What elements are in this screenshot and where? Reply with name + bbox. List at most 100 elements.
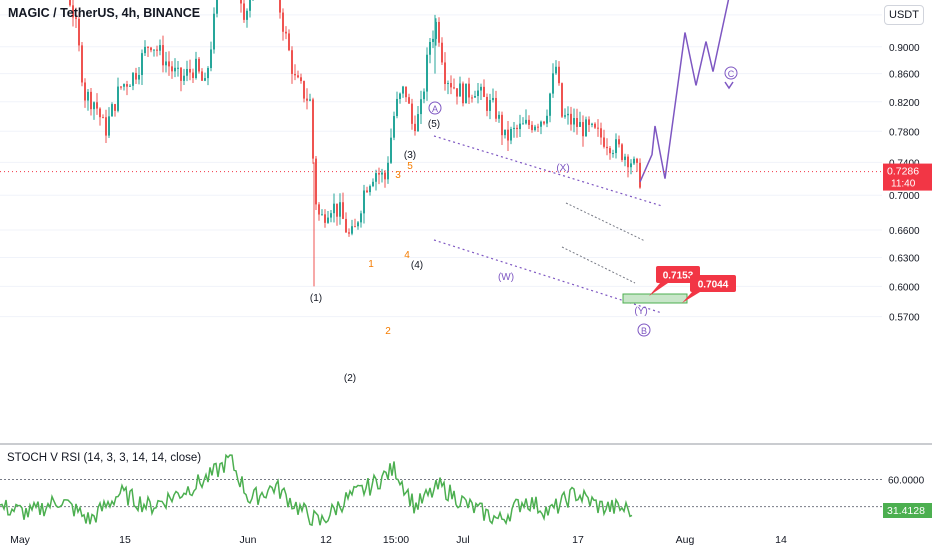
candle-body [582, 122, 584, 137]
x-tick-label: Jul [456, 534, 469, 546]
candle-body [390, 137, 392, 163]
candle-body [309, 99, 311, 101]
wave-label-minor: 1 [368, 259, 374, 270]
candle-body [78, 18, 80, 46]
wave-label-impulse: (3) [404, 150, 416, 161]
callout-0.7153: 0.7153 [663, 271, 694, 282]
candle-body [441, 42, 443, 63]
candle-body [114, 104, 116, 111]
x-tick-label: 15:00 [383, 534, 409, 546]
candle-body [561, 83, 563, 117]
candle-body [402, 86, 404, 94]
inner-channel-lower [561, 246, 636, 284]
candle-body [294, 73, 296, 76]
candle-body [366, 190, 368, 193]
candle-body [330, 213, 332, 218]
candle-body [297, 75, 299, 78]
candle-body [519, 123, 521, 130]
candle-body [249, 0, 251, 11]
candle-body [540, 121, 542, 127]
candle-body [468, 83, 470, 98]
candle-body [474, 96, 476, 98]
candle-body [405, 86, 407, 98]
candle-body [285, 31, 287, 34]
stoch-last-value: 31.4128 [887, 505, 925, 517]
candle-body [168, 61, 170, 67]
candle-body [90, 91, 92, 110]
candle-body [375, 173, 377, 182]
stoch-axis-label: 60.0000 [888, 475, 925, 486]
y-tick-label: 0.8200 [889, 98, 920, 109]
candle-body [129, 85, 131, 87]
candle-body [546, 115, 548, 124]
candle-body [75, 17, 77, 19]
wave-label-impulse: (1) [310, 293, 322, 304]
candle-body [201, 71, 203, 81]
candle-body [588, 119, 590, 125]
candle-body [465, 83, 467, 104]
candle-body [324, 214, 326, 223]
candle-body [189, 68, 191, 73]
candle-body [105, 117, 107, 136]
candle-body [531, 124, 533, 131]
candle-body [240, 0, 242, 4]
candle-body [612, 153, 614, 155]
candle-body [477, 90, 479, 97]
candle-body [558, 66, 560, 84]
candle-body [522, 123, 524, 125]
candle-body [453, 87, 455, 89]
candle-body [141, 53, 143, 75]
wave-label-impulse: (2) [344, 373, 356, 384]
candle-body [429, 42, 431, 55]
wave-label-minor: 3 [395, 170, 401, 181]
candle-body [144, 46, 146, 54]
candle-body [573, 118, 575, 125]
candle-body [177, 67, 179, 69]
callout-0.7153-box [656, 266, 700, 283]
x-tick-label: Jun [240, 534, 257, 546]
wave-label-minor: 2 [385, 326, 391, 337]
candle-body [639, 162, 641, 188]
countdown-timer: 11:40 [891, 179, 916, 190]
y-tick-label: 0.6000 [889, 282, 920, 293]
candle-body [207, 68, 209, 79]
candle-body [591, 123, 593, 125]
candle-body [408, 97, 410, 104]
candle-body [570, 113, 572, 125]
y-tick-label: 0.8600 [889, 70, 920, 81]
candle-body [528, 119, 530, 125]
candle-body [627, 156, 629, 168]
candle-body [594, 123, 596, 128]
candle-body [423, 91, 425, 100]
symbol-title[interactable]: MAGIC / TetherUS, 4h, BINANCE [8, 6, 201, 20]
candle-body [420, 99, 422, 115]
last-price-value: 0.7286 [887, 166, 919, 178]
candle-body [384, 172, 386, 180]
candle-body [72, 5, 74, 18]
candle-body [357, 222, 359, 227]
wave-label-correction: (W) [498, 272, 514, 283]
candle-body [84, 82, 86, 101]
candle-body [549, 93, 551, 116]
candle-body [501, 114, 503, 136]
candle-body [369, 186, 371, 193]
y-tick-label: 0.7800 [889, 127, 920, 138]
candle-body [504, 129, 506, 136]
candle-body [162, 45, 164, 66]
candle-body [171, 66, 173, 72]
x-tick-label: May [10, 534, 31, 546]
indicator-title[interactable]: STOCH V RSI (14, 3, 3, 14, 14, close) [7, 452, 202, 464]
projection-path [639, 0, 730, 183]
candle-body [321, 214, 323, 216]
currency-button[interactable]: USDT [884, 5, 924, 25]
callout-0.7153-pointer [649, 283, 668, 296]
candle-body [96, 102, 98, 109]
candle-body [243, 3, 245, 20]
candle-body [120, 86, 122, 88]
candle-body [156, 49, 158, 51]
candle-body [360, 213, 362, 223]
candle-body [399, 93, 401, 99]
candle-body [381, 172, 383, 175]
candle-body [426, 54, 428, 92]
